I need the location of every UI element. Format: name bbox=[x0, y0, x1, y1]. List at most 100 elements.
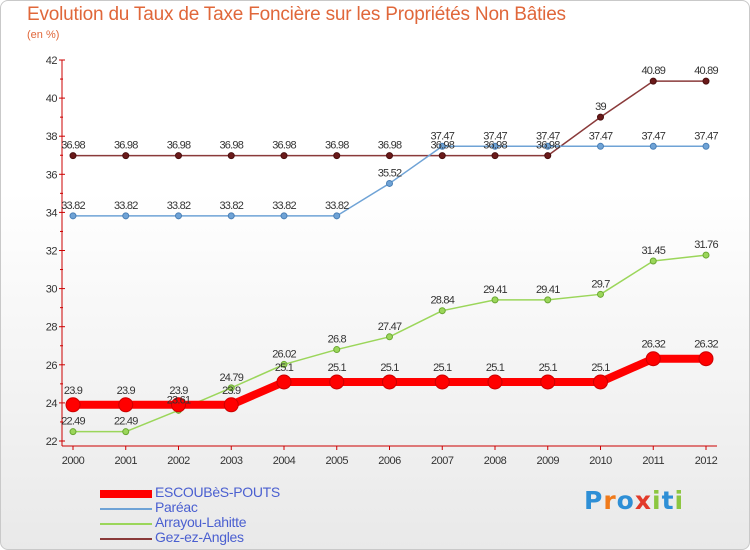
data-label: 22.49 bbox=[114, 416, 138, 428]
data-label: 36.98 bbox=[61, 140, 85, 152]
data-point bbox=[122, 428, 130, 436]
data-label: 25.1 bbox=[486, 362, 505, 374]
data-label: 36.98 bbox=[483, 140, 507, 152]
x-tick-label: 2002 bbox=[167, 455, 190, 467]
data-point bbox=[702, 251, 710, 259]
data-point bbox=[544, 152, 552, 160]
data-label: 23.9 bbox=[169, 385, 188, 397]
data-label: 33.82 bbox=[219, 200, 243, 212]
data-point bbox=[597, 113, 604, 121]
y-tick-label: 30 bbox=[46, 284, 58, 296]
data-point bbox=[382, 374, 397, 390]
data-point bbox=[491, 296, 499, 304]
y-tick-label: 38 bbox=[46, 131, 58, 143]
x-tick-label: 2008 bbox=[484, 455, 507, 467]
data-point bbox=[597, 290, 604, 298]
data-label: 26.02 bbox=[272, 348, 296, 360]
data-point bbox=[702, 77, 710, 85]
data-label: 29.41 bbox=[536, 284, 560, 296]
data-label: 33.82 bbox=[114, 200, 138, 212]
x-tick-label: 2005 bbox=[326, 455, 349, 467]
data-point bbox=[69, 428, 77, 436]
data-label: 39 bbox=[595, 101, 606, 113]
data-point bbox=[175, 212, 182, 220]
data-point bbox=[276, 374, 292, 390]
data-label: 25.1 bbox=[433, 362, 452, 374]
logo-letter: x bbox=[634, 486, 652, 515]
data-label: 37.47 bbox=[483, 130, 507, 142]
data-label: 36.98 bbox=[325, 140, 349, 152]
data-label: 37.47 bbox=[694, 130, 718, 142]
legend-swatch bbox=[100, 538, 152, 540]
data-label: 26.32 bbox=[694, 339, 718, 351]
data-point bbox=[491, 142, 499, 150]
data-label: 26.32 bbox=[641, 339, 665, 351]
x-tick-label: 2009 bbox=[537, 455, 560, 467]
legend-label: ESCOUBèS-POUTS bbox=[155, 484, 280, 500]
logo-letter: P bbox=[584, 486, 604, 515]
data-label: 22.49 bbox=[61, 416, 85, 428]
chart-title: Evolution du Taux de Taxe Foncière sur l… bbox=[27, 4, 566, 25]
x-tick-label: 2001 bbox=[115, 455, 138, 467]
data-label: 36.98 bbox=[536, 140, 560, 152]
legend-swatch bbox=[100, 523, 152, 525]
data-point bbox=[491, 152, 499, 160]
proxiti-logo: Proxiti bbox=[584, 486, 684, 515]
chart-unit-label: (en %) bbox=[27, 29, 60, 41]
data-point bbox=[329, 374, 345, 390]
data-point bbox=[438, 307, 446, 315]
logo-letter: o bbox=[616, 486, 635, 515]
data-point bbox=[333, 346, 341, 354]
data-point bbox=[227, 212, 235, 220]
data-label: 36.98 bbox=[114, 140, 138, 152]
data-point bbox=[333, 212, 341, 220]
data-point bbox=[540, 374, 556, 390]
legend-swatch bbox=[100, 490, 152, 498]
data-label: 33.82 bbox=[325, 200, 349, 212]
data-label: 23.9 bbox=[222, 385, 241, 397]
legend-swatch bbox=[100, 508, 152, 510]
data-point bbox=[544, 296, 552, 304]
data-label: 25.1 bbox=[328, 362, 347, 374]
x-tick-label: 2012 bbox=[695, 455, 718, 467]
data-point bbox=[649, 77, 657, 85]
data-label: 26.8 bbox=[328, 334, 347, 346]
data-point bbox=[333, 152, 341, 160]
y-tick-label: 24 bbox=[46, 398, 58, 410]
data-label: 24.79 bbox=[219, 372, 243, 384]
data-label: 40.89 bbox=[694, 65, 718, 77]
y-tick-label: 42 bbox=[46, 55, 58, 67]
data-label: 29.7 bbox=[591, 278, 610, 290]
data-label: 36.98 bbox=[378, 140, 402, 152]
data-label: 36.98 bbox=[219, 140, 243, 152]
data-point bbox=[223, 397, 239, 413]
data-label: 25.1 bbox=[591, 362, 610, 374]
data-label: 33.82 bbox=[272, 200, 296, 212]
logo-letter: i bbox=[652, 486, 662, 515]
data-point bbox=[122, 152, 130, 160]
data-point bbox=[593, 374, 608, 390]
data-point bbox=[280, 212, 288, 220]
x-tick-label: 2006 bbox=[378, 455, 401, 467]
data-point bbox=[386, 333, 393, 341]
data-label: 27.47 bbox=[378, 321, 402, 333]
x-tick-label: 2007 bbox=[431, 455, 454, 467]
data-point bbox=[386, 179, 393, 187]
data-label: 23.61 bbox=[167, 394, 191, 406]
data-point bbox=[386, 152, 393, 160]
y-tick-label: 36 bbox=[46, 169, 58, 181]
x-tick-label: 2000 bbox=[62, 455, 85, 467]
x-tick-label: 2004 bbox=[273, 455, 296, 467]
data-point bbox=[227, 152, 235, 160]
data-label: 29.41 bbox=[483, 284, 507, 296]
data-point bbox=[597, 142, 604, 150]
data-label: 37.47 bbox=[589, 130, 613, 142]
data-point bbox=[280, 360, 288, 368]
data-label: 37.47 bbox=[430, 130, 454, 142]
data-label: 23.9 bbox=[117, 385, 136, 397]
legend-label: Arrayou-Lahitte bbox=[155, 514, 247, 530]
legend-label: Gez-ez-Angles bbox=[155, 529, 244, 545]
data-point bbox=[649, 257, 657, 265]
y-tick-label: 26 bbox=[46, 360, 58, 372]
